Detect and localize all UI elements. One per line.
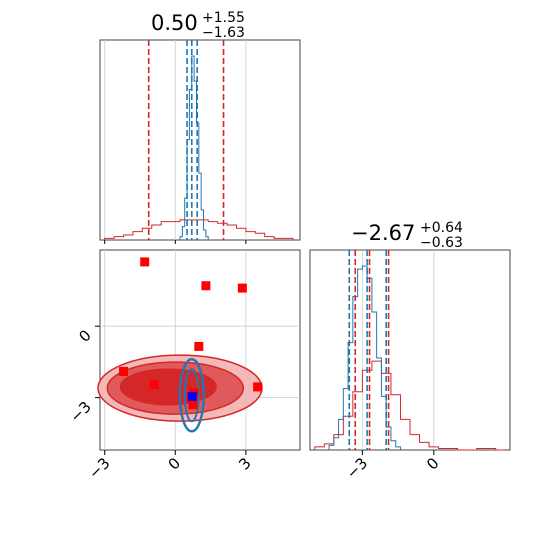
joint-red-marker-5 (149, 380, 159, 390)
joint-red-marker-9 (188, 400, 198, 410)
joint-blue-contour-outer (178, 358, 205, 433)
joint-blue-marker-0 (187, 391, 197, 401)
joint-red-marker-6 (253, 382, 263, 392)
marginal-y-title-lower: −0.63 (420, 235, 463, 251)
marginal-y-panel: −3 0 −2.67 +0.64 −0.63 (309, 220, 511, 482)
joint-xtick-label-1: 0 (165, 454, 184, 473)
marginal-y-hist-red (314, 360, 506, 451)
marginal-x-hist-blue (179, 55, 209, 240)
joint-panel: −3 0 3 −3 0 (66, 249, 301, 482)
joint-ytick-label-1: 0 (75, 326, 94, 345)
marginal-x-panel: 0.50 +1.55 −1.63 (99, 10, 301, 244)
marginal-y-xtick-label-1: 0 (423, 454, 442, 473)
joint-red-marker-1 (201, 281, 211, 291)
joint-xtick-label-2: 3 (235, 454, 254, 473)
marginal-x-title-value: 0.50 (151, 11, 198, 35)
marginal-y-hist-blue (328, 265, 401, 450)
marginal-y-title-value: −2.67 (351, 221, 415, 245)
joint-blue-contour-inner (183, 368, 200, 423)
marginal-y-xtick-label-0: −3 (343, 454, 371, 482)
joint-ytick-label-0: −3 (66, 398, 94, 426)
marginal-x-frame (99, 39, 301, 241)
joint-red-marker-3 (194, 341, 204, 351)
joint-xtick-label-0: −3 (85, 454, 113, 482)
joint-red-marker-2 (237, 283, 247, 293)
joint-red-marker-0 (140, 257, 150, 267)
marginal-x-title-upper: +1.55 (202, 10, 245, 26)
marginal-y-title-upper: +0.64 (420, 220, 463, 236)
joint-red-marker-4 (119, 366, 129, 376)
marginal-x-title-lower: −1.63 (202, 25, 245, 41)
